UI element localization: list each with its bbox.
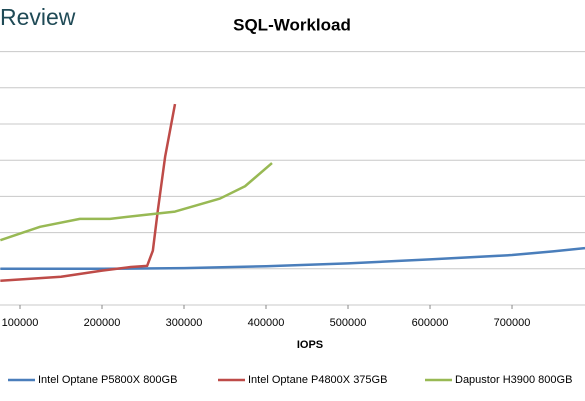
brand: Review — [0, 4, 76, 30]
x-tick-label: 100000 — [2, 317, 39, 329]
series-line — [0, 103, 177, 282]
legend-label: Dapustor H3900 800GB — [455, 374, 572, 386]
x-tick-label: 500000 — [330, 317, 367, 329]
x-axis-label: IOPS — [297, 339, 323, 351]
x-tick-label: 700000 — [494, 317, 531, 329]
chart-title: SQL-Workload — [233, 15, 351, 34]
legend-label: Intel Optane P5800X 800GB — [38, 374, 177, 386]
x-tick-label: 400000 — [248, 317, 285, 329]
series-line — [0, 246, 585, 271]
x-tick-label: 600000 — [412, 317, 449, 329]
x-tick-label: 200000 — [84, 317, 121, 329]
series-line — [0, 162, 273, 242]
legend-label: Intel Optane P4800X 375GB — [248, 374, 387, 386]
x-tick-label: 300000 — [166, 317, 203, 329]
